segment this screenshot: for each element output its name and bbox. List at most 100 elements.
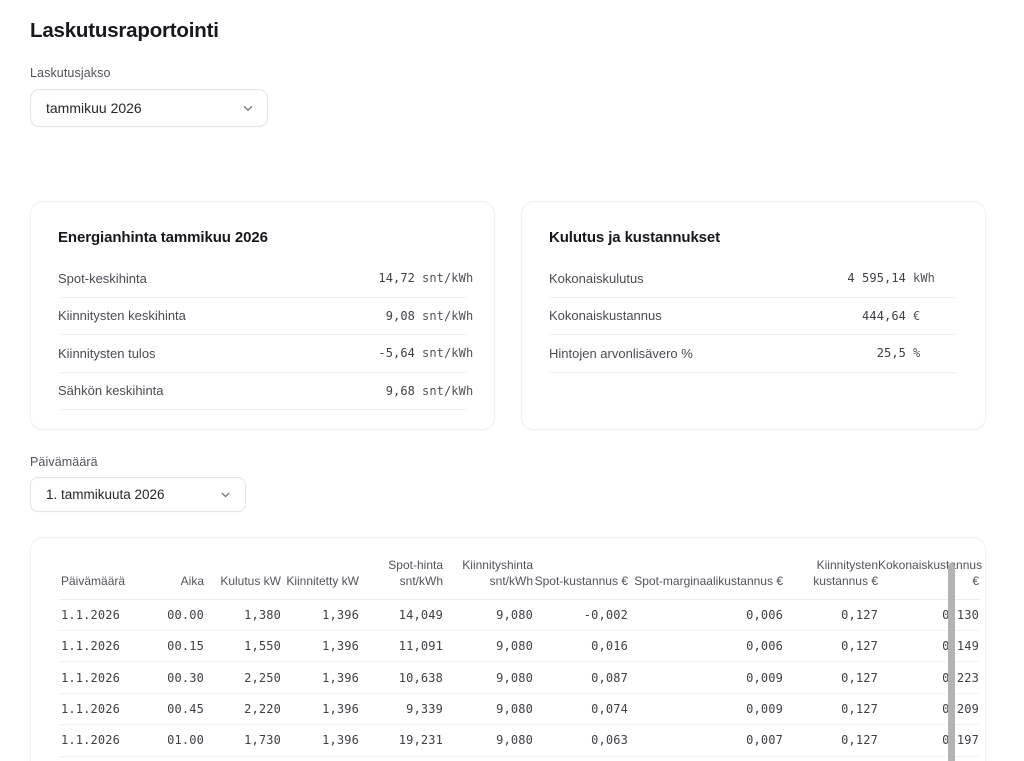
- cell-fixed-price: 9,080: [443, 599, 533, 632]
- cell-date: 1.1.2026: [59, 630, 144, 663]
- summary-row-label: Sähkön keskihinta: [58, 383, 164, 399]
- table-row[interactable]: 1.1.2026 00.00 1,380 1,396 14,049 9,080 …: [59, 599, 979, 632]
- cell-fixed-kw: 1,396: [281, 693, 359, 726]
- consumption-table-card: Päivämäärä Aika Kulutus kW Kiinnitetty k…: [30, 537, 986, 761]
- summary-row-unit: snt/kWh: [422, 271, 474, 286]
- cell-consumption-kw: 2,220: [204, 693, 281, 726]
- cell-total-cost: 0,197: [878, 724, 979, 757]
- cell-date: 1.1.2026: [59, 661, 144, 694]
- cell-spot-cost: -0,002: [533, 599, 628, 632]
- column-header-spot-margin-cost: Spot-marginaalikustannus €: [628, 552, 783, 600]
- page-title: Laskutusraportointi: [30, 19, 219, 42]
- summary-row-value: 9,68: [385, 383, 415, 398]
- cell-fixed-cost: 0,127: [783, 724, 878, 757]
- summary-row: Hintojen arvonlisävero % 25,5 %: [549, 335, 958, 373]
- cell-spot-price: 9,339: [359, 693, 443, 726]
- summary-row-label: Hintojen arvonlisävero %: [549, 345, 693, 361]
- table-body: 1.1.2026 00.00 1,380 1,396 14,049 9,080 …: [59, 599, 979, 757]
- energy-price-card-title: Energianhinta tammikuu 2026: [58, 229, 268, 246]
- date-selected-value: 1. tammikuuta 2026: [46, 487, 165, 502]
- cell-spot-price: 11,091: [359, 630, 443, 663]
- summary-row-label: Kiinnitysten tulos: [58, 345, 156, 361]
- cell-fixed-kw: 1,396: [281, 661, 359, 694]
- cell-spot-cost: 0,087: [533, 661, 628, 694]
- cell-consumption-kw: 2,250: [204, 661, 281, 694]
- summary-row-unit: snt/kWh: [422, 346, 474, 361]
- cell-time: 00.15: [144, 630, 204, 663]
- cell-date: 1.1.2026: [59, 599, 144, 632]
- consumption-costs-card-title: Kulutus ja kustannukset: [549, 229, 721, 246]
- cell-consumption-kw: 1,730: [204, 724, 281, 757]
- column-header-total-cost: Kokonaiskustannus €: [878, 552, 982, 600]
- date-label: Päivämäärä: [30, 455, 98, 469]
- chevron-down-icon: [219, 488, 233, 502]
- cell-fixed-kw: 1,396: [281, 599, 359, 632]
- cell-spot-cost: 0,016: [533, 630, 628, 663]
- summary-row-unit: snt/kWh: [422, 308, 474, 323]
- summary-row-value: 14,72: [378, 271, 415, 286]
- table-vertical-scrollbar[interactable]: [948, 563, 955, 761]
- summary-row: Kokonaiskulutus 4 595,14 kWh: [549, 260, 958, 298]
- summary-row-value: 25,5: [876, 346, 906, 361]
- column-header-spot-cost: Spot-kustannus €: [533, 552, 628, 600]
- cell-spot-margin-cost: 0,009: [628, 693, 783, 726]
- table-header: Päivämäärä Aika Kulutus kW Kiinnitetty k…: [59, 552, 982, 600]
- cell-consumption-kw: 1,550: [204, 630, 281, 663]
- date-select[interactable]: 1. tammikuuta 2026: [30, 477, 246, 512]
- table-row[interactable]: 1.1.2026 01.00 1,730 1,396 19,231 9,080 …: [59, 724, 979, 757]
- cell-date: 1.1.2026: [59, 693, 144, 726]
- table-header-row: Päivämäärä Aika Kulutus kW Kiinnitetty k…: [59, 552, 982, 600]
- summary-row: Kiinnitysten keskihinta 9,08 snt/kWh: [58, 298, 474, 335]
- column-header-date: Päivämäärä: [59, 552, 144, 600]
- table-row[interactable]: 1.1.2026 00.15 1,550 1,396 11,091 9,080 …: [59, 630, 979, 663]
- cell-fixed-price: 9,080: [443, 693, 533, 726]
- cell-fixed-price: 9,080: [443, 630, 533, 663]
- cell-spot-price: 19,231: [359, 724, 443, 757]
- summary-row-label: Kiinnitysten keskihinta: [58, 308, 186, 324]
- cell-fixed-price: 9,080: [443, 661, 533, 694]
- cell-spot-cost: 0,063: [533, 724, 628, 757]
- cell-fixed-cost: 0,127: [783, 661, 878, 694]
- cell-spot-margin-cost: 0,009: [628, 661, 783, 694]
- cell-total-cost: 0,209: [878, 693, 979, 726]
- cell-time: 01.00: [144, 724, 204, 757]
- consumption-table: Päivämäärä Aika Kulutus kW Kiinnitetty k…: [59, 552, 982, 757]
- energy-price-card-rows: Spot-keskihinta 14,72 snt/kWh Kiinnityst…: [58, 260, 474, 410]
- billing-period-label: Laskutusjakso: [30, 66, 111, 80]
- table-scroll-region[interactable]: Päivämäärä Aika Kulutus kW Kiinnitetty k…: [31, 552, 985, 761]
- column-header-fixed-price: Kiinnityshinta snt/kWh: [443, 552, 533, 600]
- cell-consumption-kw: 1,380: [204, 599, 281, 632]
- date-field: Päivämäärä 1. tammikuuta 2026: [30, 455, 246, 512]
- table-row[interactable]: 1.1.2026 00.45 2,220 1,396 9,339 9,080 0…: [59, 693, 979, 726]
- summary-row: Kokonaiskustannus 444,64 €: [549, 298, 958, 335]
- cell-spot-margin-cost: 0,007: [628, 724, 783, 757]
- summary-row-label: Kokonaiskulutus: [549, 270, 644, 286]
- cell-time: 00.00: [144, 599, 204, 632]
- column-header-spot-price: Spot-hinta snt/kWh: [359, 552, 443, 600]
- billing-period-select[interactable]: tammikuu 2026: [30, 89, 268, 127]
- energy-price-card: Energianhinta tammikuu 2026 Spot-keskihi…: [30, 201, 495, 430]
- cell-time: 00.30: [144, 661, 204, 694]
- cell-fixed-cost: 0,127: [783, 693, 878, 726]
- summary-row-unit: €: [913, 308, 921, 323]
- column-header-consumption-kw: Kulutus kW: [204, 552, 281, 600]
- chevron-down-icon: [241, 101, 255, 115]
- summary-row: Kiinnitysten tulos -5,64 snt/kWh: [58, 335, 474, 373]
- summary-row: Spot-keskihinta 14,72 snt/kWh: [58, 260, 474, 298]
- cell-date: 1.1.2026: [59, 724, 144, 757]
- summary-row-value: -5,64: [378, 346, 415, 361]
- column-header-fixed-kw: Kiinnitetty kW: [281, 552, 359, 600]
- cell-fixed-cost: 0,127: [783, 599, 878, 632]
- table-row[interactable]: 1.1.2026 00.30 2,250 1,396 10,638 9,080 …: [59, 661, 979, 694]
- consumption-costs-card-rows: Kokonaiskulutus 4 595,14 kWh Kokonaiskus…: [549, 260, 958, 373]
- summary-row-label: Kokonaiskustannus: [549, 308, 662, 324]
- column-header-fixed-cost: Kiinnitysten kustannus €: [783, 552, 878, 600]
- summary-row-label: Spot-keskihinta: [58, 270, 147, 286]
- cell-spot-cost: 0,074: [533, 693, 628, 726]
- cell-spot-price: 10,638: [359, 661, 443, 694]
- cell-fixed-kw: 1,396: [281, 724, 359, 757]
- cell-fixed-cost: 0,127: [783, 630, 878, 663]
- summary-row-unit: %: [913, 346, 921, 361]
- cell-spot-margin-cost: 0,006: [628, 599, 783, 632]
